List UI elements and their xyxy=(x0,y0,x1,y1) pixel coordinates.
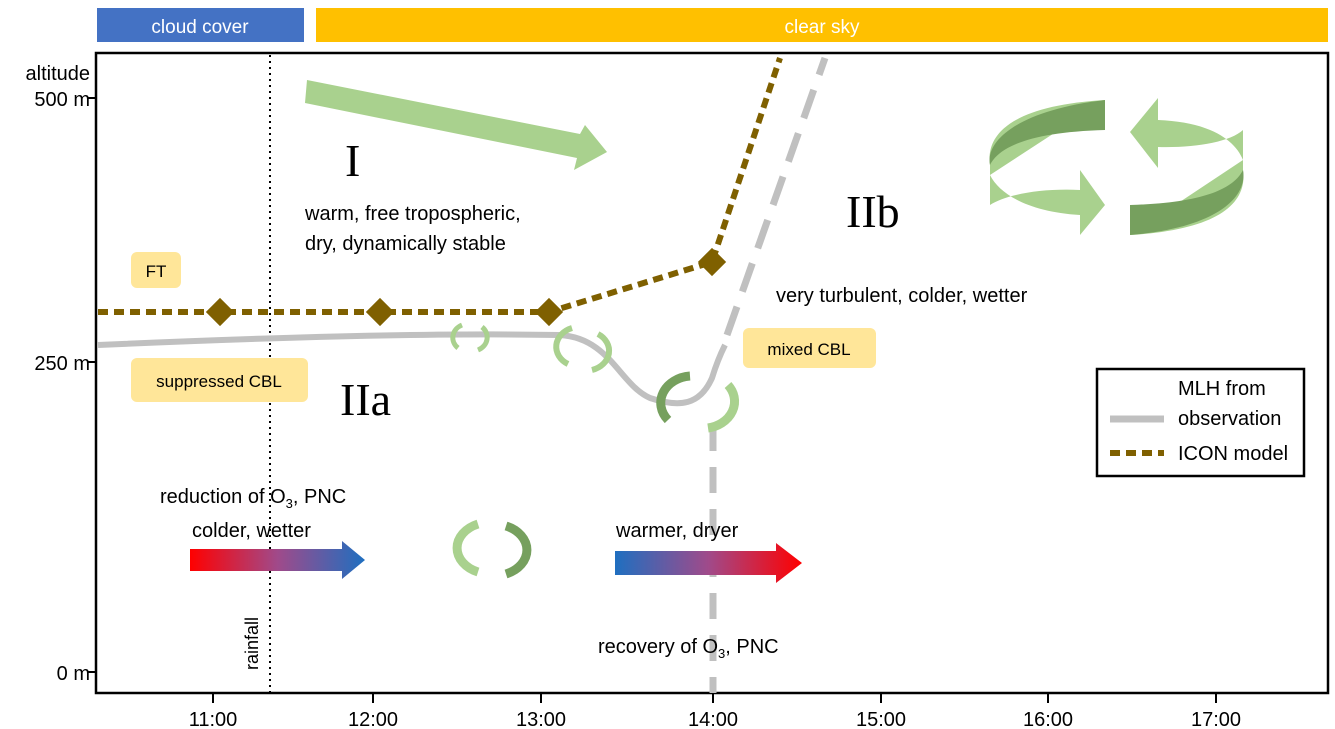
x-tick-label: 15:00 xyxy=(856,709,906,729)
legend-icon-label: ICON model xyxy=(1178,443,1288,465)
green-circular-arrows-icon xyxy=(452,519,532,579)
cold-gradient-arrow xyxy=(190,541,365,579)
green-circular-arrows-icon xyxy=(989,98,1244,235)
y-axis: altitude 500 m 250 m 0 m xyxy=(26,63,96,685)
region-I-desc: warm, free tropospheric, xyxy=(304,203,521,225)
warmer-dryer-text: warmer, dryer xyxy=(615,520,739,542)
region-IIa-label: IIa xyxy=(340,374,391,425)
ft-tag xyxy=(131,252,181,288)
y-tick-label: 500 m xyxy=(34,89,90,111)
legend-observation-label: observation xyxy=(1178,408,1281,430)
warm-gradient-arrow xyxy=(615,543,802,583)
x-tick-label: 14:00 xyxy=(688,709,738,729)
cloud-cover-label: cloud cover xyxy=(151,17,249,38)
x-tick-label: 17:00 xyxy=(1191,709,1241,729)
x-axis: 11:00 12:00 13:00 14:00 15:00 16:00 17:0… xyxy=(189,693,1241,729)
legend: MLH from observation ICON model xyxy=(1095,367,1306,478)
clear-sky-bar xyxy=(316,8,1328,42)
region-I-label: I xyxy=(345,135,360,186)
reduction-text: reduction of O3, PNC xyxy=(160,486,346,511)
rainfall-label: rainfall xyxy=(242,617,262,670)
icon-model-line xyxy=(98,57,783,315)
x-tick-label: 11:00 xyxy=(189,709,238,729)
large-green-arrow xyxy=(305,80,607,170)
recovery-text: recovery of O3, PNC xyxy=(598,636,779,661)
cloud-cover-bar xyxy=(97,8,304,42)
ft-tag-label: FT xyxy=(146,262,167,281)
x-tick-label: 16:00 xyxy=(1023,709,1073,729)
y-tick-label: 250 m xyxy=(34,353,90,375)
colder-wetter-text: colder, wetter xyxy=(192,520,311,542)
suppressed-cbl-tag xyxy=(131,358,308,402)
observation-dashed-rise xyxy=(723,56,829,337)
y-tick-label: 0 m xyxy=(57,663,90,685)
x-tick-label: 12:00 xyxy=(348,709,398,729)
legend-title: MLH from xyxy=(1178,378,1266,400)
suppressed-cbl-label: suppressed CBL xyxy=(156,372,282,391)
green-circular-arrows-icon xyxy=(656,371,740,433)
x-tick-label: 13:00 xyxy=(516,709,566,729)
region-IIb-label: IIb xyxy=(846,186,900,237)
mixed-cbl-tag xyxy=(743,328,876,368)
clear-sky-label: clear sky xyxy=(785,17,860,38)
region-I-desc: dry, dynamically stable xyxy=(305,233,506,255)
green-circular-arrows-icon xyxy=(450,322,490,353)
mixed-cbl-label: mixed CBL xyxy=(767,340,850,359)
region-IIb-desc: very turbulent, colder, wetter xyxy=(776,285,1028,307)
y-axis-title: altitude xyxy=(26,63,91,85)
green-circular-arrows-icon xyxy=(553,325,613,373)
